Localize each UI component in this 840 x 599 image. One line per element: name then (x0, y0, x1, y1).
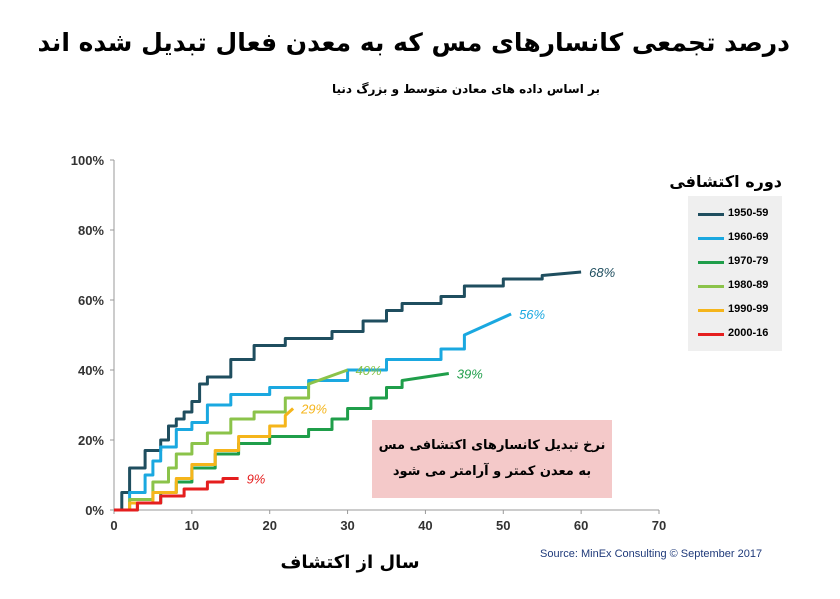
annotation-box: نرخ تبدیل کانسارهای اکتشافی مس به معدن ک… (372, 420, 612, 498)
legend-label: 1970-79 (728, 255, 769, 267)
series-end-label: 29% (300, 402, 327, 417)
legend-item: 2000-16 (694, 324, 782, 344)
legend-label: 1980-89 (728, 279, 769, 291)
y-tick-label: 80% (78, 223, 104, 238)
x-tick-label: 0 (110, 518, 117, 533)
x-tick-label: 40 (418, 518, 432, 533)
series-end-label: 39% (457, 367, 483, 382)
legend-item: 1990-99 (694, 300, 782, 320)
annotation-line-1: نرخ تبدیل کانسارهای اکتشافی مس (378, 438, 606, 453)
legend-label: 1950-59 (728, 207, 769, 219)
x-axis-label: سال از اکتشاف (280, 552, 420, 573)
series-end-label: 40% (356, 363, 382, 378)
legend-label: 2000-16 (728, 327, 769, 339)
series-end-label: 68% (589, 265, 615, 280)
legend-label: 1960-69 (728, 231, 769, 243)
legend-item: 1980-89 (694, 276, 782, 296)
annotation-line-2: به معدن کمتر و آرامتر می شود (392, 464, 592, 479)
y-tick-label: 20% (78, 433, 104, 448)
chart-subtitle: بر اساس داده های معادن متوسط و بزرگ دنیا (331, 82, 600, 96)
legend-swatch (698, 309, 724, 312)
legend-swatch (698, 285, 724, 288)
legend-title: دوره اکتشافی (669, 172, 782, 191)
series-line-1960-69 (114, 312, 512, 512)
x-tick-label: 60 (574, 518, 588, 533)
legend-swatch (698, 261, 724, 264)
y-tick-label: 0% (85, 503, 104, 518)
legend-label: 1990-99 (728, 303, 769, 315)
legend-item: 1960-69 (694, 228, 782, 248)
y-tick-label: 40% (78, 363, 104, 378)
x-tick-label: 50 (496, 518, 510, 533)
chart-title: درصد تجمعی کانسارهای مس که به معدن فعال … (37, 28, 790, 57)
series-line-2000-16 (114, 477, 239, 512)
x-tick-label: 70 (652, 518, 666, 533)
legend-swatch (698, 333, 724, 336)
x-tick-label: 10 (185, 518, 199, 533)
legend-swatch (698, 213, 724, 216)
series-end-label: 9% (247, 472, 266, 487)
legend-item: 1970-79 (694, 252, 782, 272)
series-line-1980-89 (114, 368, 349, 512)
legend: 1950-59 1960-69 1970-79 1980-89 1990-99 2000-… (688, 196, 782, 351)
y-tick-label: 60% (78, 293, 104, 308)
x-tick-label: 30 (340, 518, 354, 533)
legend-item: 1950-59 (694, 204, 782, 224)
series-end-label: 56% (519, 307, 545, 322)
x-tick-label: 20 (262, 518, 276, 533)
source-credit: Source: MinEx Consulting © September 201… (540, 548, 763, 560)
legend-swatch (698, 237, 724, 240)
y-tick-label: 100% (71, 153, 105, 168)
